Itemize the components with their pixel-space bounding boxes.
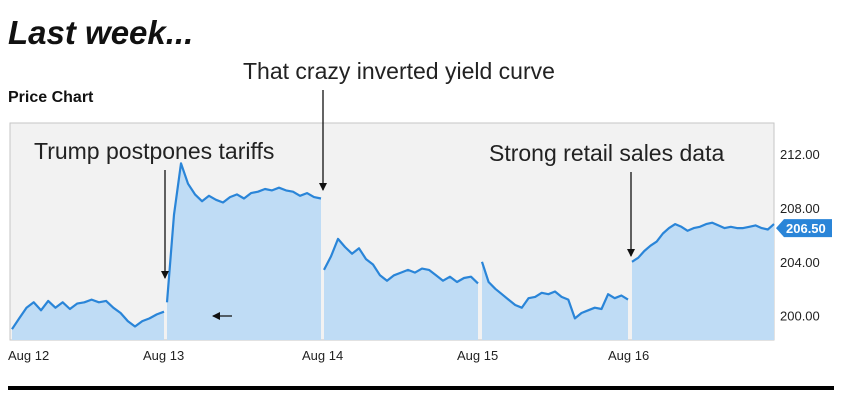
area-fill-aug-14: [324, 238, 478, 340]
x-tick-label: Aug 15: [457, 348, 498, 363]
headline: Last week...: [8, 14, 194, 51]
annotation-label: Strong retail sales data: [489, 140, 724, 166]
current-price-label: 206.50: [786, 221, 826, 236]
x-tick-label: Aug 12: [8, 348, 49, 363]
annotation-label: Trump postpones tariffs: [34, 138, 274, 164]
price-line-aug-16: [631, 221, 775, 263]
y-tick-label: 208.00: [780, 201, 820, 216]
x-tick-label: Aug 14: [302, 348, 343, 363]
price-line-aug-12: [11, 298, 165, 330]
price-line-aug-13: [165, 162, 322, 303]
y-tick-label: 200.00: [780, 309, 820, 324]
area-fill-aug-16: [632, 222, 774, 340]
y-tick-label: 204.00: [780, 255, 820, 270]
chart-subtitle: Price Chart: [8, 89, 94, 106]
area-fill-aug-13: [167, 163, 321, 340]
x-tick-label: Aug 16: [608, 348, 649, 363]
area-fill-aug-12: [12, 299, 164, 340]
annotation-label: That crazy inverted yield curve: [243, 58, 555, 84]
y-tick-label: 212.00: [780, 147, 820, 162]
price-line-aug-14: [323, 237, 479, 285]
area-fill-aug-15: [482, 261, 628, 340]
bottom-rule: [8, 386, 834, 390]
x-tick-label: Aug 13: [143, 348, 184, 363]
current-price-badge: 206.50: [776, 219, 832, 238]
price-line-aug-15: [480, 261, 629, 320]
